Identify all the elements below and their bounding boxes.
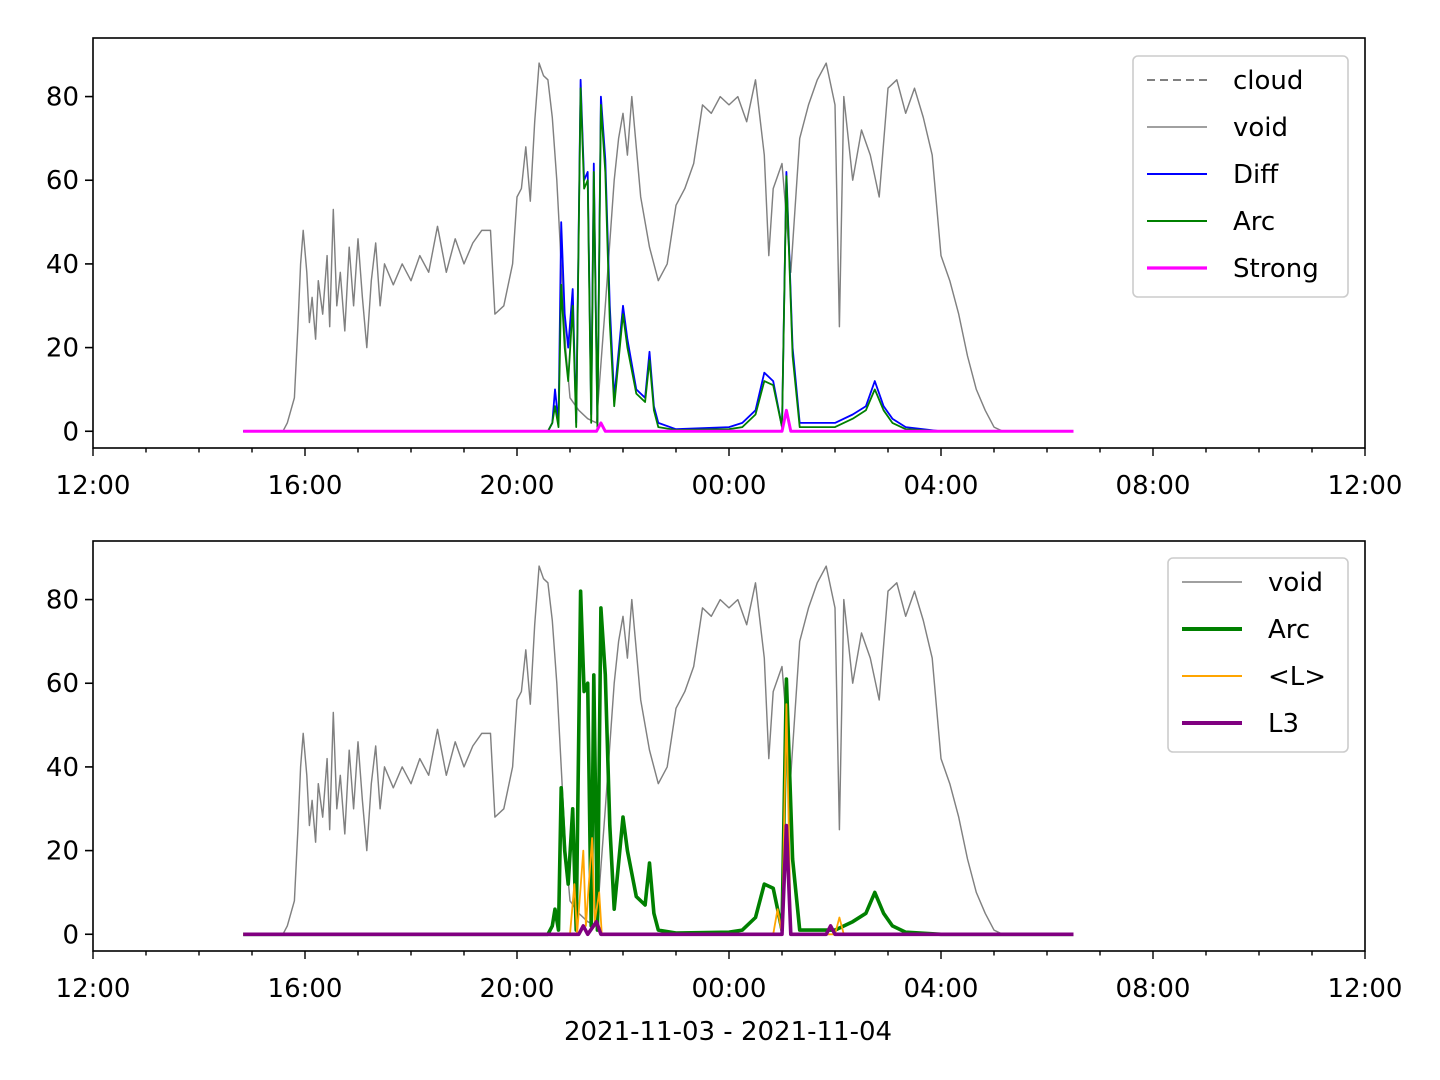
x-tick-label: 08:00 [1116,974,1191,1004]
x-tick-label: 16:00 [268,471,343,501]
x-tick-label: 16:00 [268,974,343,1004]
x-axis-label: 2021-11-03 - 2021-11-04 [564,1017,892,1047]
bottom-panel: 0 20 40 60 80 12:00 16:00 20:00 00:00 04:00 08:00 1… [46,540,1403,1004]
y-tick-label: 40 [46,753,79,783]
legend-label: <L> [1268,662,1326,692]
legend: cloud void Diff Arc Strong [1132,55,1349,298]
legend-label: L3 [1268,709,1299,739]
y-tick-label: 0 [62,920,79,950]
series-line-l3 [243,823,1074,937]
series-line-arc [243,589,1074,937]
x-tick-label: 12:00 [56,471,131,501]
x-tick-label: 12:00 [1328,974,1403,1004]
x-tick-label: 12:00 [56,974,131,1004]
series-line-strong [243,408,1074,433]
x-tick-label: 20:00 [480,974,555,1004]
x-tick-label: 00:00 [692,471,767,501]
series-line-arc [243,87,1074,433]
legend-label: cloud [1233,66,1303,96]
x-tick-label: 00:00 [692,974,767,1004]
legend-label: Arc [1268,615,1310,645]
y-tick-label: 80 [46,83,79,113]
legend-label: Diff [1233,160,1279,190]
x-tick-label: 20:00 [480,471,555,501]
legend: void Arc <L> L3 [1167,557,1349,753]
legend-label: Arc [1233,207,1275,237]
top-panel: 0 20 40 60 80 12:00 16:00 20:00 00:00 04:00 08:00 1… [46,37,1403,501]
y-tick-label: 80 [46,586,79,616]
x-tick-label: 12:00 [1328,471,1403,501]
legend-label: void [1233,113,1288,143]
y-tick-label: 20 [46,334,79,364]
y-tick-label: 40 [46,250,79,280]
legend-box [1132,55,1349,298]
x-tick-label: 04:00 [904,974,979,1004]
x-tick-label: 04:00 [904,471,979,501]
y-tick-label: 60 [46,669,79,699]
x-tick-label: 08:00 [1116,471,1191,501]
y-tick-label: 60 [46,166,79,196]
y-tick-label: 0 [62,417,79,447]
legend-label: Strong [1233,254,1319,284]
y-tick-label: 20 [46,837,79,867]
legend-label: void [1268,568,1323,598]
legend-box [1167,557,1349,753]
